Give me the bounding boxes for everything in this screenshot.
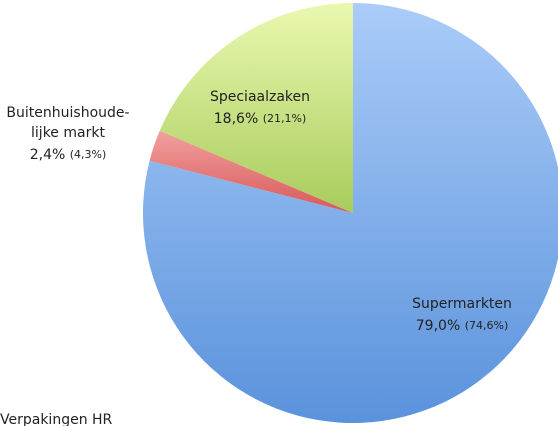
- value-label: 2,4%: [30, 147, 66, 163]
- slice-label: Speciaalzaken: [210, 89, 310, 105]
- pie-slice: [143, 3, 558, 423]
- value-label: 18,6% (21,1%): [214, 111, 306, 127]
- pie-slice: [159, 2, 353, 213]
- value-label: 79,0% (74,6%): [416, 318, 508, 334]
- secondary-label: (4,3%): [70, 148, 107, 161]
- value-label: 2,4% (4,3%): [30, 147, 107, 163]
- pie-slice: [149, 130, 353, 213]
- slice-label: Buitenhuishoude-lijke markt: [6, 105, 129, 141]
- note: Verpakingen HR: [0, 412, 113, 426]
- slice-label: Supermarkten: [412, 296, 512, 312]
- secondary-label: (74,6%): [465, 319, 509, 332]
- secondary-label: (21,1%): [263, 112, 307, 125]
- value-label: 18,6%: [214, 111, 258, 127]
- value-label: 79,0%: [416, 318, 460, 334]
